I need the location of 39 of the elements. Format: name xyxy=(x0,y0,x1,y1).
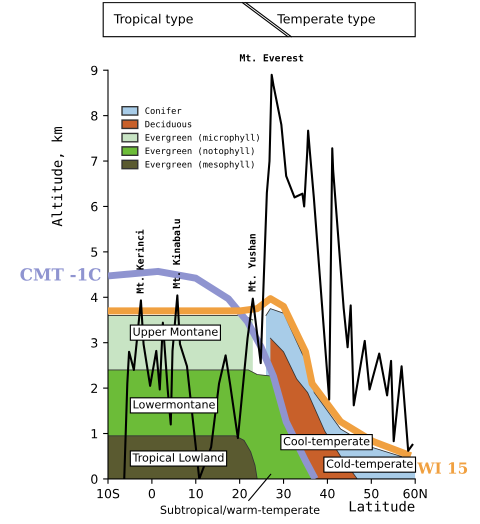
annotation: Upper Montane xyxy=(134,328,218,338)
series-label: CMT -1C xyxy=(20,268,101,281)
y-tick-label: 0 xyxy=(91,474,98,484)
y-tick-label: 8 xyxy=(91,111,98,121)
annotation: Subtropical/warm-temperate xyxy=(160,505,320,516)
legend-label: Deciduous xyxy=(145,120,192,128)
annotation: Cool-temperate xyxy=(284,436,370,448)
legend-label: Conifer xyxy=(145,107,182,114)
x-tick-label: 10S xyxy=(97,488,120,498)
x-tick-label: 60N xyxy=(403,488,427,498)
x-tick-label: 20 xyxy=(232,488,247,498)
y-tick-label: 7 xyxy=(91,156,98,166)
legend-label: Evergreen (mesophyll) xyxy=(146,160,254,170)
y-tick-label: 6 xyxy=(91,202,98,212)
x-tick-label: 10 xyxy=(189,488,203,498)
y-tick-label: 5 xyxy=(91,248,98,257)
text: Temperate type xyxy=(277,14,375,26)
x-tick-label: 40 xyxy=(320,488,335,498)
annotation: Tropical Lowland xyxy=(132,453,224,464)
text: Tropical type xyxy=(114,14,193,26)
series-label: WI 15 xyxy=(417,462,468,474)
annotation: Mt. Everest xyxy=(240,54,304,62)
annotation: Lowermontane xyxy=(134,400,215,409)
y-tick-label: 9 xyxy=(91,66,98,76)
x-tick-label: 30 xyxy=(276,488,291,498)
legend-label: Evergreen (notophyll) xyxy=(146,147,254,156)
y-tick-label: 3 xyxy=(91,338,98,348)
y-tick-label: 2 xyxy=(91,384,98,393)
annotation: Mt. Yushan xyxy=(248,234,256,292)
annotation: Mt. Kinabalu xyxy=(172,219,180,288)
y-axis-title: Altitude, km xyxy=(51,126,64,226)
y-tick-label: 4 xyxy=(90,292,98,302)
y-tick-label: 1 xyxy=(92,429,98,438)
x-axis-title: Latitude xyxy=(350,500,414,512)
x-tick-label: 0 xyxy=(148,488,156,498)
x-tick-label: 50 xyxy=(364,488,378,498)
legend-label: Evergreen (microphyll) xyxy=(146,134,259,142)
annotation: Cold-temperate xyxy=(326,459,413,470)
annotation: Mt. Kerinci xyxy=(136,230,144,294)
